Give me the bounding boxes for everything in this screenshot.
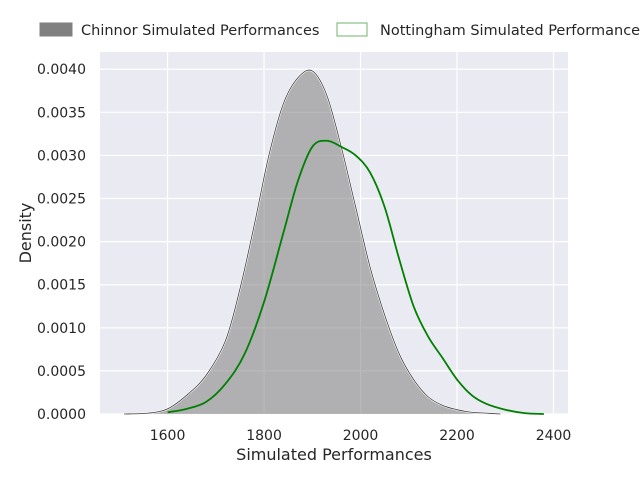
legend-swatch-chinnor <box>39 22 73 37</box>
series-layer <box>124 69 544 415</box>
x-axis-ticks: 1600 1800 2000 2200 2400 <box>150 428 572 444</box>
legend-swatch-nottingham <box>336 22 368 37</box>
y-tick-label: 0.0035 <box>37 105 86 121</box>
y-tick-label: 0.0030 <box>37 148 86 164</box>
y-tick-label: 0.0010 <box>37 321 86 337</box>
x-tick-label: 1600 <box>150 428 186 444</box>
y-tick-label: 0.0020 <box>37 235 86 251</box>
y-tick-label: 0.0015 <box>37 278 86 294</box>
x-tick-label: 1800 <box>246 428 282 444</box>
legend: Chinnor Simulated Performances Nottingha… <box>39 22 640 39</box>
y-tick-label: 0.0040 <box>37 62 86 78</box>
series-line-nottingham <box>167 139 544 415</box>
x-tick-label: 2400 <box>536 428 572 444</box>
y-tick-label: 0.0025 <box>37 192 86 208</box>
legend-label-nottingham: Nottingham Simulated Performances <box>380 23 640 39</box>
y-axis-ticks: 0.0000 0.0005 0.0010 0.0015 0.0020 0.0025 0.00… <box>37 62 86 423</box>
x-tick-label: 2000 <box>343 428 379 444</box>
x-axis-label: Simulated Performances <box>236 445 432 464</box>
series-line-chinnor <box>124 69 501 415</box>
series-area-chinnor <box>124 70 501 414</box>
y-tick-label: 0.0000 <box>37 407 86 423</box>
legend-label-chinnor: Chinnor Simulated Performances <box>81 23 320 39</box>
y-axis-label: Density <box>16 203 35 264</box>
x-tick-label: 2200 <box>439 428 475 444</box>
y-tick-label: 0.0005 <box>37 364 86 380</box>
